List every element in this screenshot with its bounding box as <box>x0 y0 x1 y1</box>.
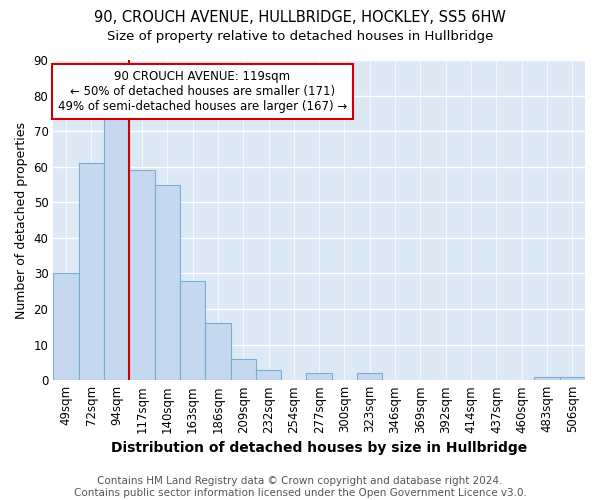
Text: 90 CROUCH AVENUE: 119sqm
← 50% of detached houses are smaller (171)
49% of semi-: 90 CROUCH AVENUE: 119sqm ← 50% of detach… <box>58 70 347 112</box>
Bar <box>307 373 332 380</box>
Bar <box>535 376 560 380</box>
Bar <box>230 359 256 380</box>
Bar <box>205 324 230 380</box>
Bar <box>155 184 180 380</box>
Bar <box>357 373 382 380</box>
Bar <box>53 274 79 380</box>
X-axis label: Distribution of detached houses by size in Hullbridge: Distribution of detached houses by size … <box>111 441 527 455</box>
Bar <box>180 280 205 380</box>
Text: 90, CROUCH AVENUE, HULLBRIDGE, HOCKLEY, SS5 6HW: 90, CROUCH AVENUE, HULLBRIDGE, HOCKLEY, … <box>94 10 506 25</box>
Bar <box>104 114 129 380</box>
Bar <box>129 170 155 380</box>
Bar <box>256 370 281 380</box>
Text: Contains HM Land Registry data © Crown copyright and database right 2024.
Contai: Contains HM Land Registry data © Crown c… <box>74 476 526 498</box>
Bar <box>79 163 104 380</box>
Y-axis label: Number of detached properties: Number of detached properties <box>15 122 28 318</box>
Text: Size of property relative to detached houses in Hullbridge: Size of property relative to detached ho… <box>107 30 493 43</box>
Bar <box>560 376 585 380</box>
